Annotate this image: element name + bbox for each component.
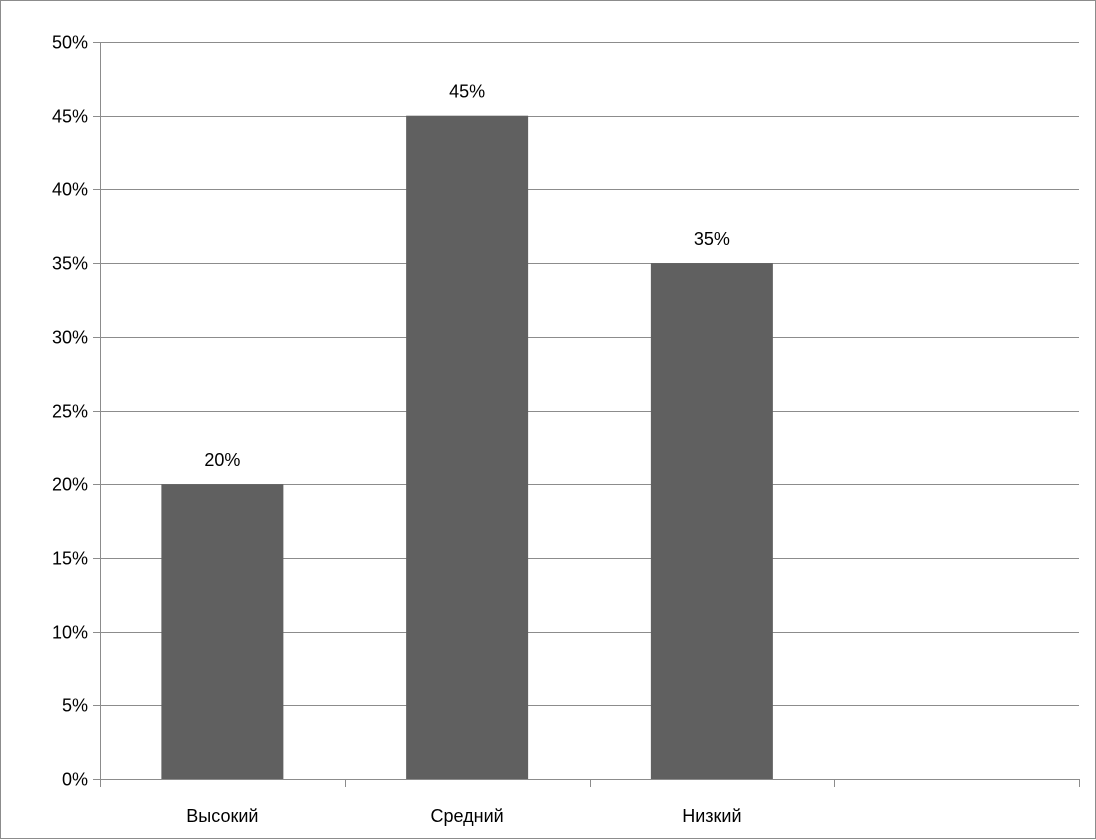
y-tick-label: 20% (52, 475, 88, 495)
y-tick-label: 5% (62, 696, 88, 716)
y-tick-label: 30% (52, 328, 88, 348)
x-tick-label: Высокий (186, 806, 258, 826)
y-tick-label: 40% (52, 180, 88, 200)
axes (93, 42, 1080, 787)
labels: 0% 5% 10% 15% 20% 25% 30% 35% 40% 45% 50% 20% 45% 35%… (52, 33, 742, 827)
data-label: 45% (449, 82, 485, 102)
y-tick-label: 25% (52, 402, 88, 422)
y-tick-label: 45% (52, 107, 88, 127)
bar (406, 115, 529, 779)
bar (650, 263, 773, 780)
data-label: 20% (204, 450, 240, 470)
bars (161, 115, 773, 780)
data-label: 35% (694, 229, 730, 249)
x-tick-label: Средний (431, 806, 504, 826)
y-tick-label: 0% (62, 770, 88, 790)
y-tick-label: 35% (52, 254, 88, 274)
x-tick-label: Низкий (682, 806, 741, 826)
y-tick-label: 15% (52, 549, 88, 569)
y-tick-label: 50% (52, 33, 88, 53)
bar (161, 484, 284, 779)
y-tick-label: 10% (52, 623, 88, 643)
